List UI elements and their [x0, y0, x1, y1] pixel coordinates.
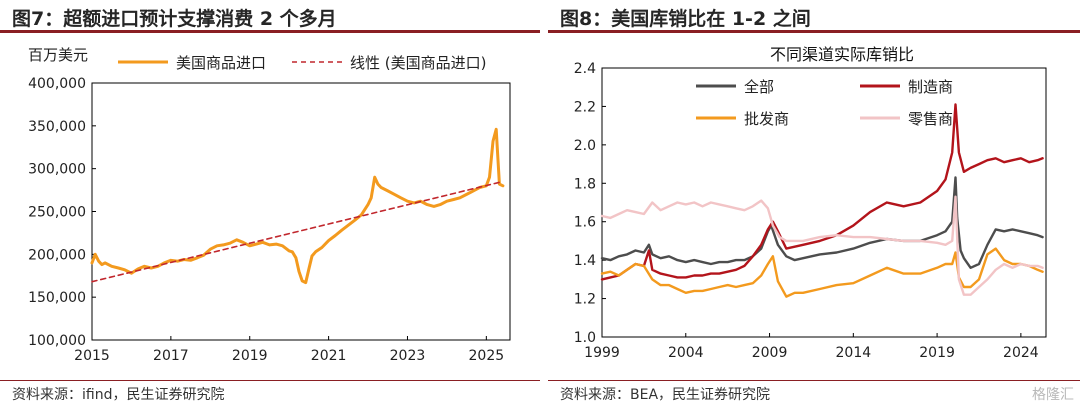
line-chart-inventory-sales: 不同渠道实际库销比 1.0 1.2 1.4 1.6 1.8 2.0 2.2 2.4 1999 200…	[574, 45, 1047, 361]
series-line-1	[600, 103, 1044, 281]
chart-panel-inventory-sales: 图8：美国库销比在 1-2 之间 不同渠道实际库销比 1.0 1.2 1.4 1.6 1.…	[548, 0, 1080, 413]
plot-frame	[601, 67, 1047, 338]
y-tick-label: 2.4	[574, 61, 596, 77]
title-rule	[548, 30, 1080, 33]
legend-label: 零售商	[908, 110, 953, 128]
y-tick-label: 250,000	[28, 205, 86, 221]
legend-item-3: 零售商	[860, 110, 953, 128]
series-line-1	[91, 180, 504, 283]
x-tick-label: 1999	[584, 345, 620, 361]
y-tick-label: 2.2	[574, 99, 596, 115]
y-tick-label: 2.0	[574, 138, 596, 154]
x-tick-label: 2019	[919, 345, 955, 361]
source-rule	[548, 380, 1080, 381]
x-tick-label: 2025	[469, 348, 505, 364]
legend-label: 线性 (美国商品进口)	[350, 54, 486, 72]
y-tick-label: 350,000	[28, 119, 86, 135]
plot-frame	[91, 82, 511, 341]
legend-item-0: 全部	[696, 78, 774, 96]
x-tick-label: 2015	[74, 348, 110, 364]
chart-title: 不同渠道实际库销比	[770, 45, 914, 64]
series-line-0	[600, 176, 1044, 269]
y-tick-label: 150,000	[28, 290, 86, 306]
x-tick-label: 2009	[752, 345, 788, 361]
source-note: 资料来源：BEA，民生证券研究院	[560, 387, 771, 403]
legend-item-2: 批发商	[696, 110, 789, 128]
x-tick-label: 2017	[153, 348, 189, 364]
x-tick-label: 2014	[836, 345, 872, 361]
x-tick-label: 2004	[668, 345, 704, 361]
source-rule	[0, 380, 540, 381]
series-line-3	[600, 195, 1044, 296]
y-tick-label: 100,000	[28, 333, 86, 349]
y-tick-label: 1.8	[574, 176, 596, 192]
legend-item-1: 线性 (美国商品进口)	[292, 54, 486, 72]
legend-item-1: 制造商	[860, 78, 953, 96]
x-tick-label: 2019	[232, 348, 268, 364]
watermark: 格隆汇	[1032, 387, 1074, 403]
x-tick-label: 2024	[1003, 345, 1039, 361]
title-rule	[0, 30, 540, 33]
figure-title: 图8：美国库销比在 1-2 之间	[560, 8, 811, 30]
chart-panel-imports: 图7：超额进口预计支撑消费 2 个多月 百万美元 100,000 150,000 20…	[0, 8, 540, 403]
y-tick-label: 1.2	[574, 292, 596, 308]
y-tick-label: 1.4	[574, 253, 596, 269]
y-tick-label: 400,000	[28, 76, 86, 92]
line-chart-imports: 百万美元 100,000 150,000 200,000 250,000 300,000 3…	[28, 46, 511, 364]
y-tick-label: 300,000	[28, 162, 86, 178]
x-tick-label: 2023	[390, 348, 426, 364]
legend-label: 制造商	[908, 78, 953, 96]
legend-label: 美国商品进口	[176, 54, 266, 72]
source-note: 资料来源：ifind，民生证券研究院	[12, 387, 225, 403]
y-tick-label: 200,000	[28, 247, 86, 263]
x-tick-label: 2021	[311, 348, 347, 364]
y-tick-label: 1.6	[574, 215, 596, 231]
figure-title: 图7：超额进口预计支撑消费 2 个多月	[12, 8, 337, 30]
legend-label: 批发商	[744, 110, 789, 128]
legend-item-0: 美国商品进口	[118, 54, 266, 72]
series-line-0	[90, 127, 505, 285]
y-axis-label: 百万美元	[28, 46, 88, 64]
series-line-2	[600, 247, 1044, 298]
legend-label: 全部	[744, 78, 774, 96]
y-tick-label: 1.0	[574, 330, 596, 346]
